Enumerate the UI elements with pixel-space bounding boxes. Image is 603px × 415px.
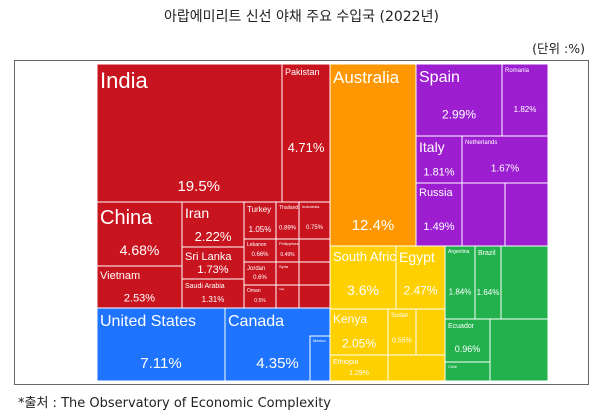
value-sudan: 0.55% — [392, 337, 412, 344]
tile-china — [96, 201, 183, 267]
tile-kenya — [329, 308, 389, 356]
value-south-africa: 3.6% — [347, 282, 379, 298]
value-australia: 12.4% — [352, 217, 395, 234]
value-argentina: 1.84% — [449, 287, 472, 296]
label-india: India — [100, 68, 148, 93]
label-indonesia: Indonesia — [302, 204, 320, 209]
tile-ecuador — [444, 318, 491, 363]
value-united-states: 7.11% — [140, 355, 181, 372]
label-spain: Spain — [419, 69, 460, 86]
tile-spain — [415, 63, 503, 137]
value-china: 4.68% — [120, 242, 160, 258]
treemap-filler-tile — [298, 284, 331, 309]
value-india: 19.5% — [177, 178, 220, 195]
value-jordan: 0.6% — [253, 275, 267, 281]
tile-sudan — [387, 308, 417, 356]
label-sudan: Sudan — [391, 313, 408, 319]
unit-label: (단위 :%) — [532, 41, 585, 56]
tile-romania — [501, 63, 549, 137]
value-ethiopia: 1.29% — [349, 370, 369, 377]
value-iran: 2.22% — [195, 229, 232, 244]
label-russia: Russia — [419, 187, 454, 199]
label-thailand: Thailand — [279, 205, 298, 211]
treemap-filler-tile — [415, 308, 446, 356]
treemap-frame: India 19.5% China 4.68% Pakistan 4.71% Iran 2.2… — [14, 60, 589, 385]
label-argentina: Argentina — [448, 249, 470, 255]
label-saudi-arabia: Saudi Arabia — [185, 283, 225, 290]
tile-netherlands — [461, 135, 549, 184]
label-philippines: Philippines — [279, 241, 298, 246]
value-saudi-arabia: 1.31% — [202, 295, 225, 304]
tile-italy — [415, 135, 463, 184]
label-south-africa: South Africa — [333, 249, 404, 264]
treemap-filler-tile — [489, 318, 549, 382]
value-oman: 0.5% — [254, 298, 266, 304]
value-thailand: 0.89% — [279, 226, 297, 232]
treemap-filler-tile — [298, 261, 331, 286]
value-canada: 4.35% — [256, 355, 299, 372]
label-iran: Iran — [185, 205, 209, 221]
label-united-states: United States — [100, 313, 196, 330]
label-netherlands: Netherlands — [465, 140, 497, 146]
value-indonesia: 0.75% — [306, 225, 324, 231]
tile-india — [96, 63, 283, 203]
tile-pakistan — [281, 63, 331, 203]
label-romania: Romania — [505, 68, 530, 74]
label-turkey: Turkey — [247, 205, 271, 214]
treemap-filler-tile — [298, 238, 331, 263]
tile-chile — [444, 361, 491, 382]
source-note: *출처 : The Observatory of Economic Comple… — [18, 396, 332, 411]
label-china: China — [100, 207, 153, 229]
treemap-chart: India 19.5% China 4.68% Pakistan 4.71% Iran 2.2… — [96, 63, 549, 382]
label-canada: Canada — [228, 313, 284, 330]
value-italy: 1.81% — [423, 166, 454, 178]
label-iraq: Iraq — [279, 287, 285, 291]
value-russia: 1.49% — [423, 221, 454, 233]
treemap-filler-tile — [461, 182, 506, 247]
value-pakistan: 4.71% — [288, 140, 325, 155]
value-spain: 2.99% — [442, 108, 476, 122]
tile-ethiopia — [329, 354, 389, 382]
value-kenya: 2.05% — [342, 336, 376, 350]
label-egypt: Egypt — [399, 249, 435, 265]
label-lebanon: Lebanon — [247, 242, 267, 248]
treemap-filler-tile — [387, 354, 446, 382]
label-oman: Oman — [247, 288, 261, 294]
label-kenya: Kenya — [333, 312, 367, 326]
label-ecuador: Ecuador — [448, 323, 475, 330]
value-netherlands: 1.67% — [491, 163, 519, 174]
label-ethiopia: Ethiopia — [333, 359, 358, 366]
value-sri-lanka: 1.73% — [197, 264, 228, 276]
value-turkey: 1.05% — [249, 225, 272, 234]
label-brazil: Brazil — [478, 250, 496, 257]
treemap-filler-tile — [504, 182, 549, 247]
value-brazil: 1.64% — [477, 288, 500, 297]
chart-title: 아랍에미리트 신선 야채 주요 수입국 (2022년) — [164, 9, 439, 25]
label-pakistan: Pakistan — [285, 67, 320, 77]
tile-brazil — [474, 245, 502, 320]
label-chile: Chile — [448, 364, 458, 369]
label-sri-lanka: Sri Lanka — [185, 251, 232, 263]
tile-united-states — [96, 307, 226, 382]
value-philippines: 0.49% — [280, 252, 295, 258]
tile-argentina — [444, 245, 476, 320]
label-italy: Italy — [419, 139, 445, 155]
tile-indonesia — [298, 201, 331, 240]
label-australia: Australia — [333, 68, 400, 87]
tile-iran — [181, 201, 245, 248]
treemap-filler-tile — [500, 245, 549, 320]
label-vietnam: Vietnam — [100, 270, 140, 282]
label-mexico: Mexico — [313, 338, 326, 343]
label-jordan: Jordan — [247, 266, 265, 272]
tile-egypt — [395, 245, 446, 310]
value-romania: 1.82% — [514, 105, 537, 114]
label-syria: Syria — [279, 264, 289, 269]
value-vietnam: 2.53% — [124, 292, 155, 304]
value-ecuador: 0.96% — [455, 344, 481, 354]
value-lebanon: 0.66% — [251, 252, 269, 258]
value-egypt: 2.47% — [403, 284, 437, 298]
